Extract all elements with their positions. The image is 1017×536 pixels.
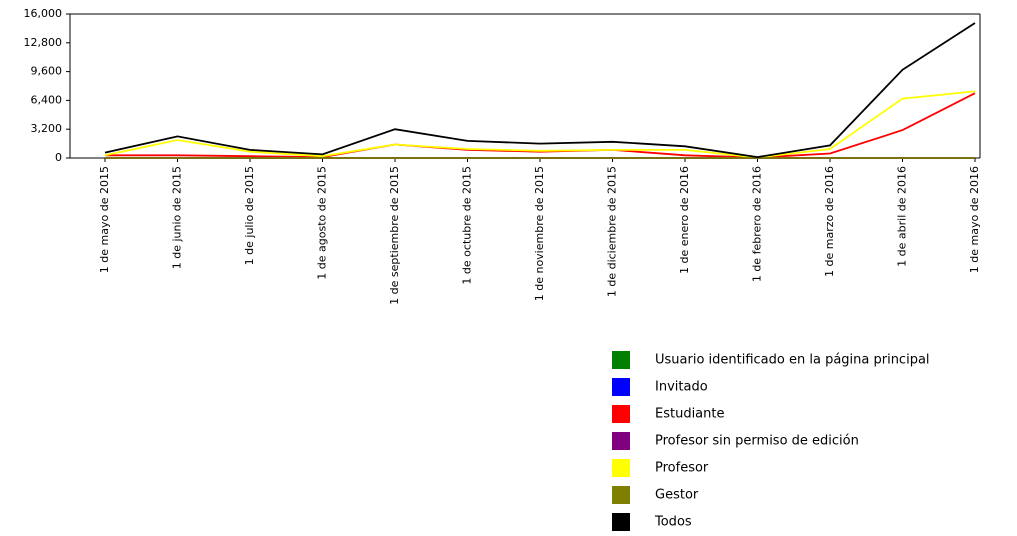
y-tick-label: 0 bbox=[55, 151, 62, 164]
legend-label: Usuario identificado en la página princi… bbox=[655, 353, 930, 368]
x-tick-label: 1 de julio de 2015 bbox=[243, 166, 256, 265]
x-tick-label: 1 de marzo de 2016 bbox=[823, 166, 836, 277]
x-tick-label: 1 de septiembre de 2015 bbox=[388, 166, 401, 305]
y-tick-label: 6,400 bbox=[31, 93, 63, 106]
series-line bbox=[104, 90, 976, 159]
legend-label: Estudiante bbox=[655, 407, 725, 422]
x-tick-label: 1 de diciembre de 2015 bbox=[606, 166, 619, 297]
legend-swatch bbox=[612, 432, 630, 450]
x-tick-label: 1 de mayo de 2015 bbox=[98, 166, 111, 273]
legend-swatch bbox=[612, 513, 630, 531]
y-tick-label: 9,600 bbox=[31, 65, 63, 78]
x-tick-label: 1 de octubre de 2015 bbox=[461, 166, 474, 285]
legend-swatch bbox=[612, 351, 630, 369]
x-tick-label: 1 de mayo de 2016 bbox=[968, 166, 981, 273]
y-tick-label: 12,800 bbox=[24, 36, 63, 49]
legend-label: Profesor sin permiso de edición bbox=[655, 434, 859, 449]
x-tick-label: 1 de abril de 2016 bbox=[896, 166, 909, 267]
legend-swatch bbox=[612, 459, 630, 477]
x-tick-label: 1 de enero de 2016 bbox=[678, 166, 691, 274]
y-tick-label: 16,000 bbox=[24, 7, 63, 20]
x-tick-label: 1 de junio de 2015 bbox=[171, 166, 184, 269]
x-tick-label: 1 de noviembre de 2015 bbox=[533, 166, 546, 301]
legend-label: Profesor bbox=[655, 461, 709, 476]
y-tick-label: 3,200 bbox=[31, 122, 63, 135]
x-tick-label: 1 de agosto de 2015 bbox=[316, 166, 329, 280]
x-tick-label: 1 de febrero de 2016 bbox=[751, 166, 764, 282]
legend-swatch bbox=[612, 378, 630, 396]
legend-swatch bbox=[612, 486, 630, 504]
legend-label: Gestor bbox=[655, 488, 699, 503]
legend-label: Todos bbox=[654, 515, 692, 530]
series-line bbox=[104, 22, 976, 159]
legend-label: Invitado bbox=[655, 380, 708, 395]
legend-swatch bbox=[612, 405, 630, 423]
